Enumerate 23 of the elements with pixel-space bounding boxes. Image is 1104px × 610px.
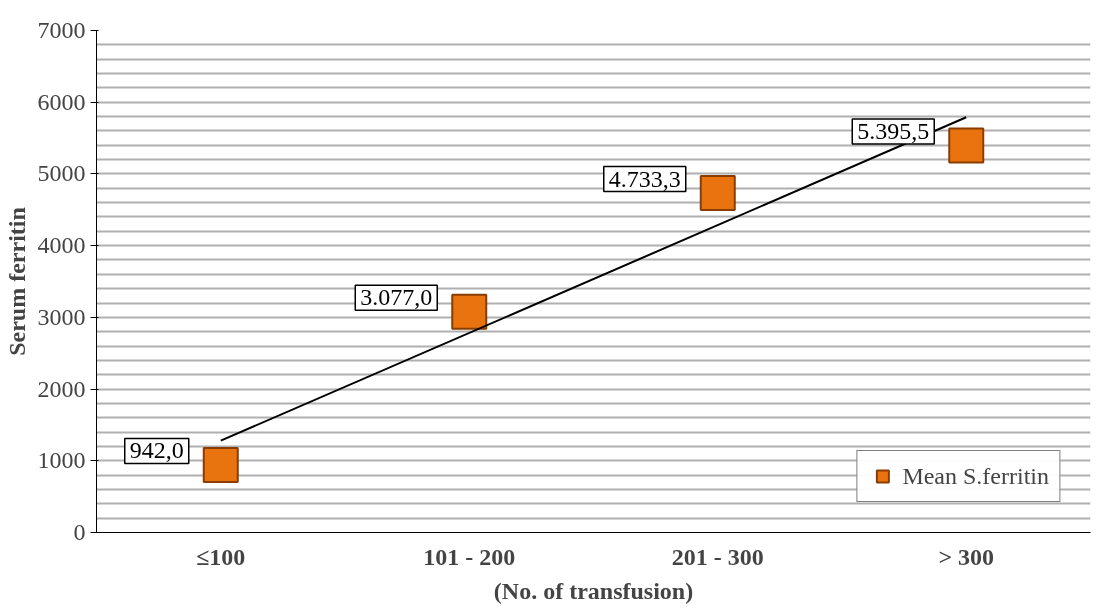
x-tick-label: > 300 <box>938 543 995 570</box>
y-tick-label: 6000 <box>37 88 86 115</box>
point <box>948 127 985 164</box>
x-tick-label: 101 - 200 <box>423 543 516 570</box>
point <box>451 293 488 330</box>
x-tick-label: 201 - 300 <box>671 543 764 570</box>
y-tick-label: 1000 <box>37 447 86 474</box>
data-label: 4.733,3 <box>608 165 681 192</box>
data-label: 942,0 <box>129 437 184 464</box>
data-label: 3.077,0 <box>360 284 433 311</box>
legend-label: Mean S.ferritin <box>902 462 1049 490</box>
y-tick-label: 4000 <box>37 232 86 259</box>
y-axis-title: Serum ferritin <box>3 207 30 356</box>
y-tick-label: 3000 <box>37 303 86 330</box>
x-axis-title: (No. of transfusion) <box>493 577 694 604</box>
y-tick-label: 5000 <box>37 160 86 187</box>
y-tick-label: 0 <box>73 519 86 545</box>
y-tick-label: 7000 <box>37 17 86 43</box>
data-label: 5.395,5 <box>857 118 930 145</box>
y-tick-label: 2000 <box>37 375 86 402</box>
x-tick-label: ≤100 <box>196 543 246 570</box>
point <box>202 446 239 483</box>
point <box>699 175 736 212</box>
